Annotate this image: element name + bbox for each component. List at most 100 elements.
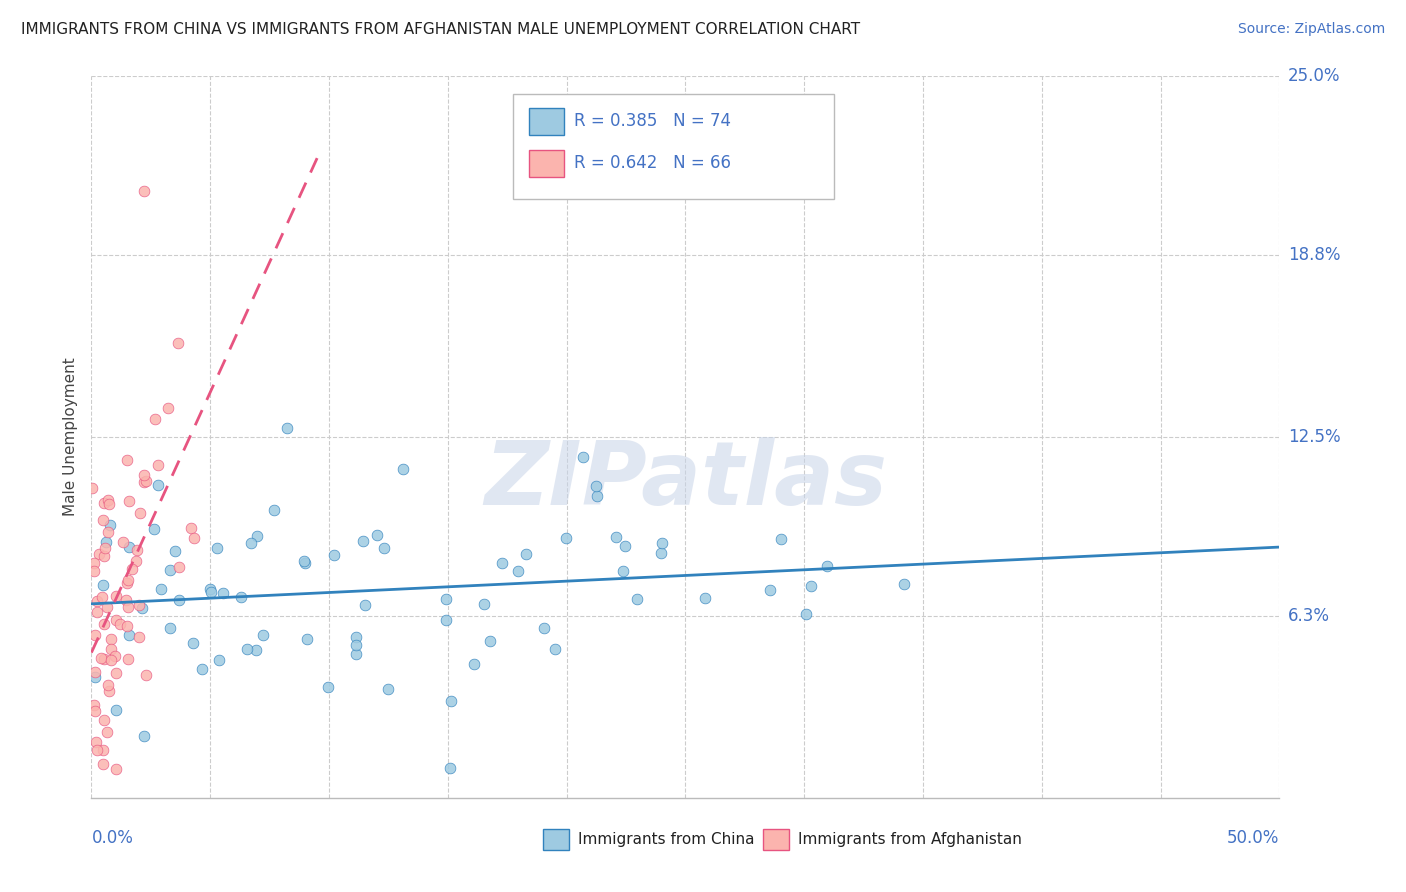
Point (211, 586, 233, 600)
Point (98, 517, 121, 532)
Point (118, 541, 141, 555)
Point (276, 420, 298, 434)
Point (794, 607, 817, 621)
Point (893, 576, 915, 591)
Point (84, 735, 107, 749)
Point (769, 532, 792, 546)
Point (246, 529, 269, 543)
Text: 25.0%: 25.0% (1288, 67, 1340, 85)
Point (97, 524, 120, 539)
Point (108, 616, 131, 631)
Point (344, 647, 367, 661)
Point (181, 636, 204, 650)
Point (98, 684, 121, 698)
Text: R = 0.385   N = 74: R = 0.385 N = 74 (574, 112, 731, 129)
Point (86, 593, 108, 607)
Point (94, 541, 117, 555)
Point (292, 554, 315, 568)
Point (149, 582, 172, 596)
Text: R = 0.642   N = 66: R = 0.642 N = 66 (574, 153, 731, 171)
Point (200, 585, 222, 599)
Point (93, 549, 115, 564)
Point (146, 478, 169, 492)
Point (479, 634, 502, 648)
Point (585, 479, 607, 493)
Point (118, 628, 141, 642)
Text: 6.3%: 6.3% (1288, 607, 1330, 625)
Point (180, 521, 202, 535)
Point (159, 621, 181, 635)
Point (117, 573, 139, 587)
Point (759, 583, 782, 598)
Point (90, 651, 112, 665)
Point (125, 554, 148, 568)
Point (87, 547, 110, 561)
Point (167, 335, 190, 350)
Point (252, 628, 274, 642)
Point (83, 556, 105, 570)
Point (295, 632, 318, 647)
Point (94, 535, 117, 549)
Point (93, 496, 115, 510)
Point (131, 601, 153, 615)
Point (100, 653, 122, 667)
Point (84, 628, 107, 642)
Point (104, 613, 127, 627)
Point (800, 579, 823, 593)
Point (118, 494, 141, 508)
Point (128, 507, 150, 521)
Point (693, 591, 716, 606)
Text: ZIPatlas: ZIPatlas (484, 437, 887, 524)
Point (167, 559, 190, 574)
Point (86, 743, 108, 757)
Y-axis label: Male Unemployment: Male Unemployment (62, 358, 77, 516)
Point (366, 527, 388, 541)
Point (86, 606, 108, 620)
Point (439, 761, 461, 775)
Point (440, 694, 463, 708)
Point (135, 474, 157, 488)
Point (377, 682, 399, 697)
Point (134, 729, 156, 743)
Point (117, 452, 139, 467)
Point (93, 617, 115, 632)
Point (84, 670, 107, 684)
Point (815, 559, 838, 574)
Point (344, 630, 367, 644)
Point (294, 556, 316, 570)
Point (544, 641, 567, 656)
Point (200, 582, 222, 597)
Point (316, 680, 339, 694)
Point (115, 575, 138, 590)
Point (104, 589, 127, 603)
Text: Source: ZipAtlas.com: Source: ZipAtlas.com (1237, 22, 1385, 37)
Point (111, 534, 134, 549)
Bar (529, 150, 564, 177)
Bar (762, 829, 789, 850)
Point (128, 599, 150, 613)
Point (392, 461, 415, 475)
Point (104, 763, 127, 777)
Point (463, 657, 485, 671)
Point (191, 662, 214, 676)
Point (263, 503, 285, 517)
Point (605, 530, 627, 544)
Point (91, 590, 114, 604)
Point (614, 539, 637, 553)
Point (571, 450, 593, 465)
Point (236, 642, 259, 657)
Text: 0.0%: 0.0% (91, 829, 134, 847)
Point (84, 665, 107, 680)
Text: 50.0%: 50.0% (1227, 829, 1279, 847)
Point (323, 549, 346, 563)
Point (533, 621, 555, 635)
Point (555, 532, 578, 546)
Point (121, 561, 143, 575)
Point (97, 493, 120, 508)
Point (146, 458, 169, 472)
Point (115, 593, 138, 607)
Point (205, 541, 228, 556)
Point (91, 757, 114, 772)
Point (115, 618, 138, 632)
Text: IMMIGRANTS FROM CHINA VS IMMIGRANTS FROM AFGHANISTAN MALE UNEMPLOYMENT CORRELATI: IMMIGRANTS FROM CHINA VS IMMIGRANTS FROM… (21, 22, 860, 37)
